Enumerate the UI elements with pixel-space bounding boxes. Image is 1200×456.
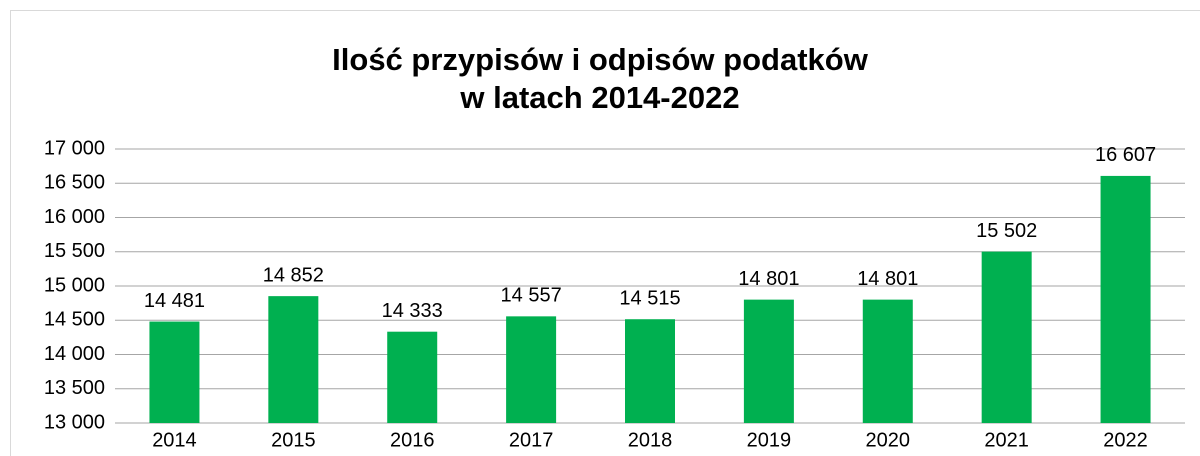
bar <box>387 331 438 423</box>
y-tick-label: 16 000 <box>44 206 105 228</box>
bar <box>862 299 913 423</box>
y-tick-label: 15 500 <box>44 240 105 262</box>
x-tick-label: 2018 <box>628 429 673 451</box>
bar <box>268 296 319 423</box>
y-tick-label: 13 500 <box>44 377 105 399</box>
y-tick-label: 15 000 <box>44 274 105 296</box>
y-tick-label: 13 000 <box>44 411 105 433</box>
y-tick-label: 17 000 <box>44 137 105 159</box>
value-label: 14 801 <box>738 268 799 290</box>
value-label: 14 515 <box>619 288 680 310</box>
value-label: 14 852 <box>263 264 324 286</box>
x-tick-label: 2021 <box>984 429 1029 451</box>
y-tick-label: 14 000 <box>44 343 105 365</box>
x-tick-label: 2019 <box>747 429 792 451</box>
bar <box>506 316 557 423</box>
bar <box>1100 175 1151 423</box>
bar <box>743 299 794 423</box>
value-label: 14 557 <box>501 285 562 307</box>
value-label: 15 502 <box>976 220 1037 242</box>
value-label: 14 481 <box>144 290 205 312</box>
x-tick-label: 2017 <box>509 429 554 451</box>
bar <box>625 319 675 423</box>
x-tick-label: 2022 <box>1103 429 1148 451</box>
bar <box>981 251 1032 423</box>
value-label: 14 801 <box>857 268 918 290</box>
chart-title: Ilość przypisów i odpisów podatków <box>332 42 869 77</box>
y-tick-label: 14 500 <box>44 309 105 331</box>
y-tick-label: 16 500 <box>44 172 105 194</box>
x-tick-label: 2016 <box>390 429 435 451</box>
value-label: 16 607 <box>1095 144 1156 166</box>
x-tick-label: 2014 <box>152 429 197 451</box>
bar <box>149 321 200 423</box>
x-tick-label: 2015 <box>271 429 316 451</box>
value-label: 14 333 <box>382 300 443 322</box>
x-tick-label: 2020 <box>866 429 911 451</box>
chart-title: w latach 2014-2022 <box>459 80 739 115</box>
